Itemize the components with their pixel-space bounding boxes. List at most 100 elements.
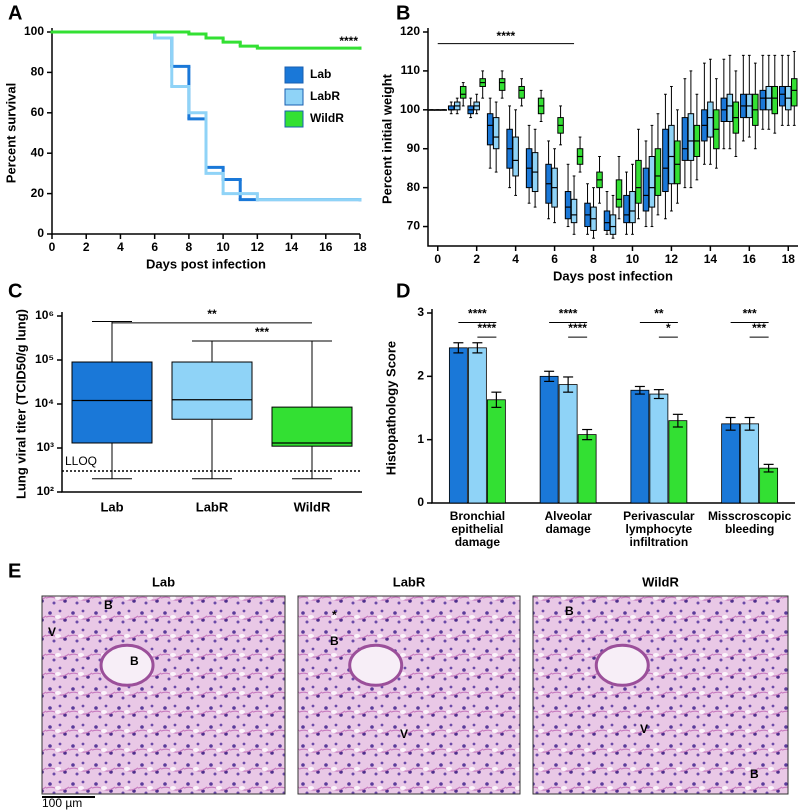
box <box>662 128 669 193</box>
x-tick-label: Alveolar <box>544 509 592 523</box>
box <box>609 214 617 235</box>
box <box>564 191 572 220</box>
x-tick-label: 14 <box>285 240 299 254</box>
box <box>71 361 153 444</box>
box <box>498 78 506 91</box>
histology-image <box>532 595 789 795</box>
x-tick-label: 16 <box>743 252 757 266</box>
axis-line <box>427 28 798 247</box>
bar <box>539 375 559 504</box>
y-tick-label: 0 <box>417 495 424 509</box>
bar <box>721 423 741 504</box>
image-marker: B <box>330 634 339 648</box>
box <box>271 406 353 447</box>
panel-label: E <box>8 560 21 582</box>
x-tick-label: damage <box>455 535 501 549</box>
annotation: **** <box>339 34 358 48</box>
significance-label: ** <box>207 307 217 321</box>
y-tick-label: 1 <box>417 432 424 446</box>
x-tick-label: Misscroscopic <box>708 509 792 523</box>
y-tick-label: 10⁵ <box>35 352 54 366</box>
panel-label: C <box>8 280 22 302</box>
y-axis-label: Lung viral titer (TCID50/g lung) <box>13 309 28 499</box>
y-tick-label: 20 <box>31 186 45 200</box>
significance-label: *** <box>255 325 269 339</box>
box <box>635 159 642 204</box>
significance-label: ** <box>654 307 664 321</box>
y-tick-label: 100 <box>400 102 420 116</box>
bar <box>649 393 669 504</box>
panel-label: A <box>8 2 22 24</box>
y-tick-label: 80 <box>31 65 45 79</box>
x-tick-label: bleeding <box>725 522 774 536</box>
box <box>771 85 779 115</box>
legend-label: LabR <box>310 89 340 103</box>
x-tick-label: Lab <box>100 499 123 514</box>
bar <box>486 399 506 504</box>
panel-label: B <box>396 2 410 24</box>
x-tick-label: 4 <box>512 252 519 266</box>
y-tick-label: 10⁶ <box>35 308 54 322</box>
image-marker: B <box>104 598 113 612</box>
x-tick-label: 0 <box>434 252 441 266</box>
legend-swatch <box>284 66 304 84</box>
bar <box>668 420 688 504</box>
box <box>779 85 786 107</box>
image-title: WildR <box>642 574 679 589</box>
box <box>674 140 681 185</box>
box <box>648 156 656 208</box>
x-tick-label: infiltration <box>630 535 689 549</box>
x-tick-label: 18 <box>353 240 367 254</box>
y-tick-label: 90 <box>407 141 421 155</box>
y-tick-label: 0 <box>37 226 44 240</box>
box <box>668 124 675 185</box>
y-tick-label: 10² <box>37 484 54 498</box>
y-tick-label: 70 <box>407 219 421 233</box>
box <box>642 167 650 212</box>
image-marker: * <box>332 608 337 622</box>
significance-label: **** <box>568 321 587 335</box>
x-tick-label: 6 <box>151 240 158 254</box>
y-tick-label: 110 <box>401 63 421 77</box>
box <box>512 136 519 177</box>
x-tick-label: 0 <box>49 240 56 254</box>
y-tick-label: 10⁴ <box>35 396 54 410</box>
bar <box>759 467 779 504</box>
histology-image <box>41 595 286 795</box>
significance-label: *** <box>743 307 757 321</box>
bar <box>740 423 760 504</box>
x-tick-label: Bronchial <box>450 509 505 523</box>
y-tick-label: 10³ <box>37 440 54 454</box>
x-tick-label: LabR <box>196 499 229 514</box>
box <box>459 85 467 99</box>
legend-label: WildR <box>310 111 344 125</box>
y-axis-label: Percent initial weight <box>379 73 394 204</box>
legend-swatch <box>284 110 304 128</box>
x-tick-label: 2 <box>473 252 480 266</box>
bar <box>558 384 578 504</box>
bar <box>467 347 487 504</box>
x-tick-label: Perivascular <box>623 509 695 523</box>
annotation: **** <box>497 29 516 43</box>
image-marker: B <box>565 604 574 618</box>
box <box>654 148 662 196</box>
y-tick-label: 2 <box>417 369 424 383</box>
image-marker: B <box>750 767 759 781</box>
image-marker: V <box>640 722 648 736</box>
x-axis-label: Days post infection <box>553 268 673 283</box>
x-tick-label: WildR <box>294 499 331 514</box>
box <box>570 198 578 224</box>
image-title: Lab <box>152 574 175 589</box>
y-tick-label: 80 <box>407 180 421 194</box>
airway <box>594 643 650 687</box>
bar <box>448 347 468 504</box>
box <box>486 113 494 146</box>
x-tick-label: damage <box>545 522 591 536</box>
x-tick-label: lymphocyte <box>626 522 693 536</box>
x-tick-label: epithelial <box>451 522 503 536</box>
significance-label: **** <box>559 307 578 321</box>
x-tick-label: 12 <box>665 252 679 266</box>
legend-label: Lab <box>310 67 331 81</box>
panel-label: D <box>396 280 410 302</box>
